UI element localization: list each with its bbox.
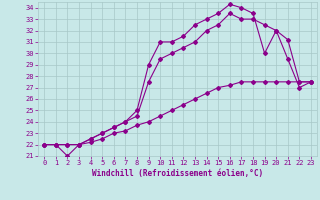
X-axis label: Windchill (Refroidissement éolien,°C): Windchill (Refroidissement éolien,°C) (92, 169, 263, 178)
